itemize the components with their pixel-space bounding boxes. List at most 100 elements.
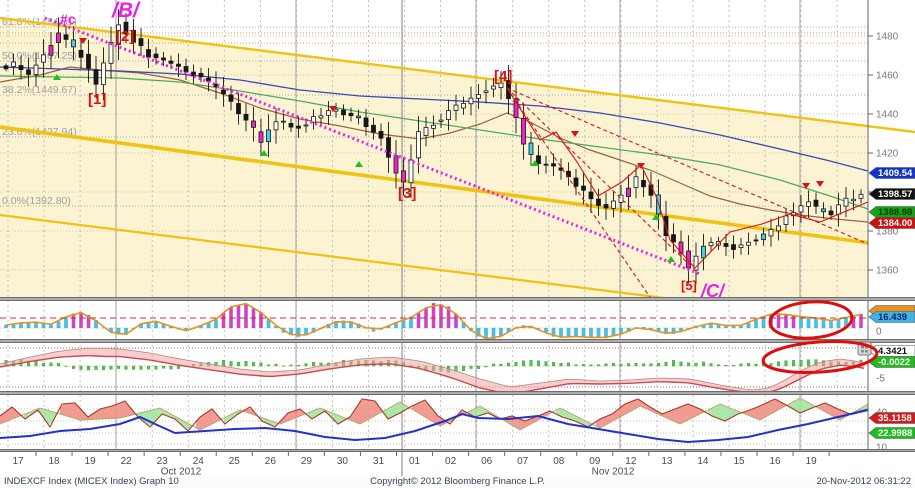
svg-text:1480: 1480 — [876, 32, 899, 43]
svg-text:07: 07 — [517, 456, 529, 467]
right-axis: 14801460144014201400138013600-540101409.… — [867, 0, 915, 476]
price-tag: 1384.00 — [868, 217, 915, 229]
trend-channel-lines — [0, 16, 915, 300]
sell-signal-icon — [802, 183, 810, 189]
sell-signal-icon — [816, 181, 824, 187]
svg-text:22.9988: 22.9988 — [878, 428, 912, 439]
svg-text:14: 14 — [697, 456, 709, 467]
elliott-wave-labels: /B/ #c [2] [1] [4] [3] [5]/C/ — [60, 0, 726, 301]
ma-line-green — [0, 75, 869, 210]
svg-text:[2]: [2] — [116, 28, 134, 45]
svg-text:[1]: [1] — [88, 91, 106, 108]
svg-text:24: 24 — [193, 456, 205, 467]
copyright-text: Copyright© 2012 Bloomberg Finance L.P. — [370, 476, 545, 487]
svg-text:[4]: [4] — [494, 68, 512, 85]
svg-text:-0.0022: -0.0022 — [878, 357, 910, 368]
svg-text:0: 0 — [876, 327, 882, 338]
svg-text:1409.54: 1409.54 — [878, 168, 913, 179]
svg-text:13: 13 — [661, 456, 673, 467]
buy-signal-icon — [53, 74, 61, 80]
oscillator-panel-1 — [0, 302, 868, 340]
svg-text:19: 19 — [806, 456, 818, 467]
oscillator-panel-3 — [0, 397, 869, 445]
candlesticks — [3, 9, 864, 284]
svg-text:22: 22 — [121, 456, 133, 467]
svg-text:1360: 1360 — [876, 266, 899, 277]
svg-text:23: 23 — [157, 456, 169, 467]
svg-text:#c: #c — [60, 11, 76, 27]
annotation-ellipse — [761, 340, 879, 374]
svg-text:08: 08 — [553, 456, 565, 467]
svg-text:30: 30 — [337, 456, 349, 467]
svg-text:01: 01 — [409, 456, 421, 467]
svg-text:09: 09 — [589, 456, 601, 467]
hand-drawn-annotations — [761, 300, 879, 374]
signal-triangles — [53, 38, 824, 262]
price-tag: 1388.98 — [868, 206, 915, 218]
svg-text:17: 17 — [12, 456, 24, 467]
price-tag: 1409.54 — [868, 167, 915, 179]
svg-text:25: 25 — [229, 456, 241, 467]
price-tag: 1398.57 — [868, 188, 915, 200]
oscillator-panel-2 — [0, 347, 868, 395]
ma-line-blue — [0, 66, 869, 172]
svg-text:1384.00: 1384.00 — [878, 218, 912, 229]
svg-text:1380: 1380 — [876, 227, 899, 238]
svg-text:0.0%(1392.80): 0.0%(1392.80) — [2, 195, 71, 207]
buy-signal-icon — [667, 256, 675, 262]
svg-text:Nov 2012: Nov 2012 — [592, 467, 635, 477]
svg-text:1388.98: 1388.98 — [878, 207, 912, 218]
svg-text:[3]: [3] — [398, 185, 416, 202]
svg-text:26: 26 — [265, 456, 277, 467]
svg-text:1420: 1420 — [876, 149, 899, 160]
sell-signal-icon — [637, 163, 645, 169]
svg-text:/C/: /C/ — [700, 281, 726, 301]
svg-text:4.3421: 4.3421 — [878, 346, 908, 357]
svg-text:35.1158: 35.1158 — [878, 413, 912, 424]
buy-signal-icon — [652, 214, 660, 220]
price-tag: 22.9988 — [868, 427, 915, 439]
sell-signal-icon — [571, 131, 579, 137]
svg-text:15: 15 — [733, 456, 745, 467]
price-tag: 35.1158 — [868, 412, 915, 424]
price-tag: 16.439 — [868, 311, 915, 323]
oscillator-signal-line — [5, 302, 862, 340]
svg-text:18: 18 — [48, 456, 60, 467]
svg-text:06: 06 — [481, 456, 493, 467]
ma-line-brown — [0, 66, 869, 223]
annotation-ellipse — [768, 300, 854, 340]
svg-text:38.2%(1449.67): 38.2%(1449.67) — [2, 84, 77, 96]
svg-text:1398.57: 1398.57 — [878, 189, 912, 200]
svg-text:[5]: [5] — [681, 278, 697, 293]
svg-text:/B/: /B/ — [111, 0, 141, 22]
svg-text:-5: -5 — [876, 374, 885, 385]
dmi-slow-line — [0, 397, 869, 431]
panel-separators — [0, 297, 915, 452]
svg-text:16: 16 — [769, 456, 781, 467]
status-bar: INDEXCF Index (MICEX Index) Graph 10 Cop… — [0, 476, 915, 488]
adx-blue-line — [0, 409, 869, 444]
svg-text:12: 12 — [625, 456, 637, 467]
dmi-fast-line — [0, 398, 869, 432]
svg-text:02: 02 — [445, 456, 457, 467]
sell-signal-icon — [329, 106, 337, 112]
x-axis-labels: 17 18 19 22 23 24 25 26 29 30 31 01 02 06 07 08 09 12 13 14… — [12, 452, 830, 477]
wave-projection-lines — [506, 87, 869, 301]
svg-text:1440: 1440 — [876, 110, 899, 121]
chart-canvas: 61.8%(1484.81)50.0%(1467.25)38.2%(1449.6… — [0, 0, 915, 476]
svg-text:29: 29 — [301, 456, 313, 467]
timestamp: 20-Nov-2012 06:31:22 — [816, 476, 911, 487]
svg-text:19: 19 — [85, 456, 97, 467]
buy-signal-icon — [260, 150, 268, 156]
momentum-band — [0, 348, 864, 395]
svg-text:Oct 2012: Oct 2012 — [161, 467, 202, 477]
svg-text:16.439: 16.439 — [878, 312, 907, 323]
buy-signal-icon — [355, 161, 363, 167]
downtrend-dotted-line — [44, 16, 701, 276]
buy-signal-icon — [531, 160, 539, 166]
moving-average-lines — [0, 66, 869, 223]
svg-text:10: 10 — [876, 443, 888, 454]
svg-text:31: 31 — [373, 456, 385, 467]
security-description: INDEXCF Index (MICEX Index) Graph 10 — [4, 476, 179, 487]
